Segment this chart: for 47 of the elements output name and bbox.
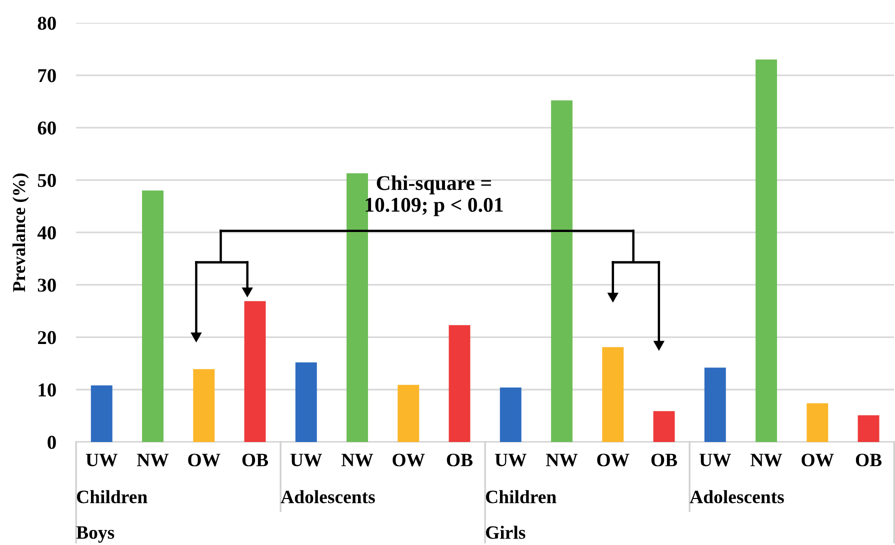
bar bbox=[500, 388, 522, 442]
y-tick-label: 0 bbox=[48, 436, 56, 449]
y-tick-label: 70 bbox=[38, 69, 56, 82]
bar bbox=[448, 325, 470, 442]
x-tick-label: NW bbox=[750, 454, 782, 466]
bar bbox=[551, 100, 573, 442]
x-tick-label: NW bbox=[546, 454, 578, 466]
bar bbox=[193, 369, 215, 442]
y-axis-title: Prevalance (%) bbox=[12, 173, 29, 292]
x-tick-label: UW bbox=[86, 454, 118, 466]
bar bbox=[858, 415, 880, 442]
y-tick-label: 20 bbox=[38, 331, 56, 344]
x-tick-label: OW bbox=[802, 454, 834, 466]
bar bbox=[295, 362, 317, 442]
y-tick-label: 40 bbox=[37, 226, 56, 240]
text: Girls bbox=[486, 526, 526, 539]
bar bbox=[142, 190, 164, 442]
x-tick-label: OB bbox=[242, 454, 268, 466]
x-tick-label: OB bbox=[446, 454, 473, 466]
y-tick-label: 60 bbox=[38, 121, 56, 135]
text: Children bbox=[486, 490, 556, 504]
bar bbox=[653, 411, 675, 442]
bar bbox=[756, 60, 778, 442]
y-tick-label: 30 bbox=[38, 278, 56, 292]
x-tick-label: OW bbox=[392, 454, 425, 466]
bar bbox=[806, 403, 828, 442]
y-tick-label: 10 bbox=[38, 383, 56, 397]
bar bbox=[90, 385, 112, 442]
x-tick-label: NW bbox=[136, 454, 169, 466]
bar bbox=[602, 347, 624, 442]
text: Boys bbox=[76, 526, 114, 543]
x-tick-label: OB bbox=[856, 454, 882, 466]
x-tick-label: OW bbox=[597, 454, 630, 466]
text: Adolescents bbox=[280, 490, 375, 504]
bar bbox=[704, 368, 726, 442]
x-tick-label: OW bbox=[188, 454, 220, 466]
y-tick-label: 80 bbox=[38, 16, 56, 30]
x-tick-label: UW bbox=[699, 454, 732, 466]
text: Adolescents bbox=[690, 490, 784, 504]
x-tick-label: UW bbox=[494, 454, 527, 466]
x-tick-label: UW bbox=[290, 454, 322, 466]
y-tick-label: 50 bbox=[38, 174, 56, 187]
bar bbox=[398, 384, 420, 442]
x-tick-label: OB bbox=[651, 454, 678, 466]
x-tick-label: NW bbox=[341, 454, 374, 466]
text: Children bbox=[76, 490, 148, 504]
bar bbox=[244, 301, 266, 442]
